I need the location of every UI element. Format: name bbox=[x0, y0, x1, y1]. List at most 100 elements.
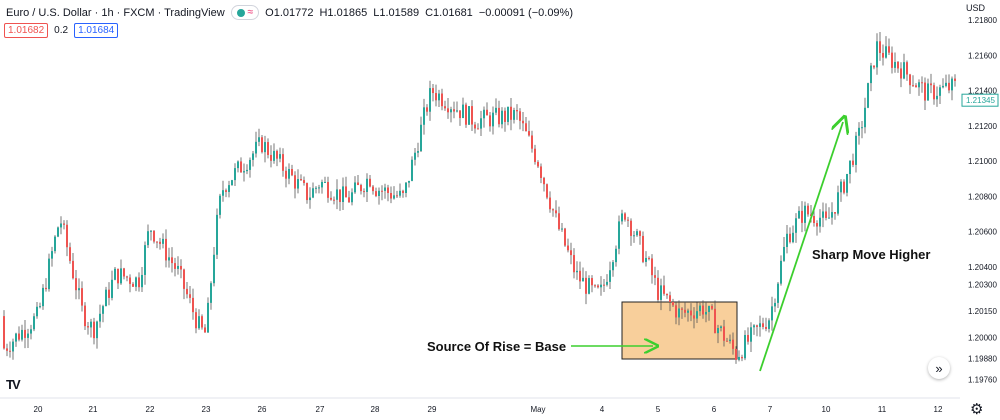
time-tick-label: 7 bbox=[768, 405, 773, 414]
candle-body bbox=[642, 235, 644, 262]
candle-body bbox=[417, 151, 419, 153]
candle-body bbox=[924, 82, 926, 101]
candle-body bbox=[375, 191, 377, 197]
candle-body bbox=[720, 326, 722, 328]
time-tick-label: 11 bbox=[878, 405, 887, 414]
candle-body bbox=[213, 254, 215, 284]
candle-body bbox=[330, 197, 332, 200]
time-axis[interactable]: 20 21 22 23 26 27 28 29 May 4 5 6 7 10 11 12 bbox=[0, 397, 960, 414]
candle-body bbox=[909, 74, 911, 86]
candle-body bbox=[54, 236, 56, 252]
price-tick-label: 1.19880 bbox=[968, 354, 997, 363]
price-axis[interactable]: 1.21800 1.21600 1.21400 1.21200 1.21000 1.208… bbox=[960, 0, 1000, 420]
candle-body bbox=[174, 263, 176, 269]
bid-price[interactable]: 1.01682 bbox=[4, 23, 49, 38]
candle-body bbox=[777, 283, 779, 303]
candle-body bbox=[918, 82, 920, 88]
candle-body bbox=[648, 257, 650, 259]
candle-body bbox=[480, 118, 482, 129]
candle-body bbox=[357, 182, 359, 185]
candle-body bbox=[186, 288, 188, 295]
candle-body bbox=[525, 123, 527, 132]
candle-body bbox=[117, 268, 119, 284]
candle-body bbox=[123, 268, 125, 277]
candle-body bbox=[12, 341, 14, 352]
candle-body bbox=[471, 106, 473, 125]
candle-body bbox=[9, 350, 11, 352]
candlestick-series bbox=[3, 31, 956, 364]
candle-body bbox=[45, 287, 47, 290]
candle-body bbox=[465, 104, 467, 125]
candle-body bbox=[426, 107, 428, 112]
time-tick-label: May bbox=[530, 405, 545, 414]
candle-body bbox=[231, 180, 233, 186]
candle-body bbox=[504, 110, 506, 122]
candle-body bbox=[540, 166, 542, 178]
candle-body bbox=[246, 169, 248, 172]
candle-body bbox=[348, 197, 350, 203]
candle-body bbox=[261, 137, 263, 153]
time-tick-label: 29 bbox=[428, 405, 437, 414]
candle-body bbox=[633, 235, 635, 237]
candle-body bbox=[699, 305, 701, 312]
candle-body bbox=[795, 218, 797, 233]
spread-value: 0.2 bbox=[54, 25, 69, 36]
candle-body bbox=[954, 78, 956, 81]
candle-body bbox=[789, 233, 791, 243]
candle-body bbox=[294, 175, 296, 189]
symbol-title[interactable]: Euro / U.S. Dollar · 1h · FXCM · Trading… bbox=[6, 6, 225, 19]
candle-body bbox=[84, 305, 86, 327]
candle-body bbox=[906, 62, 908, 75]
candle-body bbox=[594, 285, 596, 287]
ask-price[interactable]: 1.01684 bbox=[74, 23, 119, 38]
candle-body bbox=[309, 197, 311, 201]
status-badge[interactable]: ≈ bbox=[230, 5, 260, 20]
candle-body bbox=[378, 190, 380, 197]
candle-body bbox=[39, 306, 41, 308]
candle-body bbox=[489, 115, 491, 127]
candle-body bbox=[867, 83, 869, 108]
candle-body bbox=[639, 231, 641, 236]
candle-body bbox=[492, 112, 494, 127]
ohlc-change: −0.00091 (−0.09%) bbox=[478, 6, 573, 19]
candle-body bbox=[21, 329, 23, 340]
currency-label[interactable]: USD bbox=[966, 3, 986, 13]
candle-body bbox=[81, 288, 83, 306]
ohlc-high: H1.01865 bbox=[319, 6, 368, 19]
candle-body bbox=[588, 278, 590, 294]
price-axis-bg bbox=[960, 0, 1000, 420]
candle-body bbox=[618, 221, 620, 249]
candle-body bbox=[99, 313, 101, 322]
candle-body bbox=[507, 106, 509, 122]
candle-body bbox=[897, 61, 899, 69]
candle-body bbox=[828, 217, 830, 219]
ohlc-open: O1.01772 bbox=[265, 6, 314, 19]
candle-body bbox=[60, 223, 62, 228]
scroll-to-latest-button[interactable]: » bbox=[928, 357, 950, 379]
candle-body bbox=[144, 245, 146, 275]
market-open-dot-icon bbox=[236, 8, 245, 17]
candle-body bbox=[921, 82, 923, 84]
candle-body bbox=[894, 61, 896, 68]
candle-body bbox=[396, 195, 398, 197]
candle-body bbox=[189, 294, 191, 298]
tradingview-logo-icon[interactable]: TV bbox=[6, 377, 21, 392]
gear-icon[interactable]: ⚙ bbox=[970, 401, 984, 418]
candle-body bbox=[276, 150, 278, 159]
candle-body bbox=[30, 329, 32, 334]
time-tick-label: 23 bbox=[202, 405, 211, 414]
candle-body bbox=[822, 211, 824, 218]
candle-body bbox=[714, 308, 716, 334]
candle-body bbox=[201, 316, 203, 328]
candle-body bbox=[831, 212, 833, 218]
candle-body bbox=[102, 306, 104, 314]
price-tick-label: 1.20150 bbox=[968, 307, 997, 316]
candle-body bbox=[204, 327, 206, 333]
candle-body bbox=[501, 110, 503, 125]
candle-body bbox=[462, 104, 464, 119]
candle-body bbox=[393, 195, 395, 199]
candle-body bbox=[738, 356, 740, 360]
candle-body bbox=[675, 305, 677, 318]
candle-body bbox=[354, 182, 356, 193]
